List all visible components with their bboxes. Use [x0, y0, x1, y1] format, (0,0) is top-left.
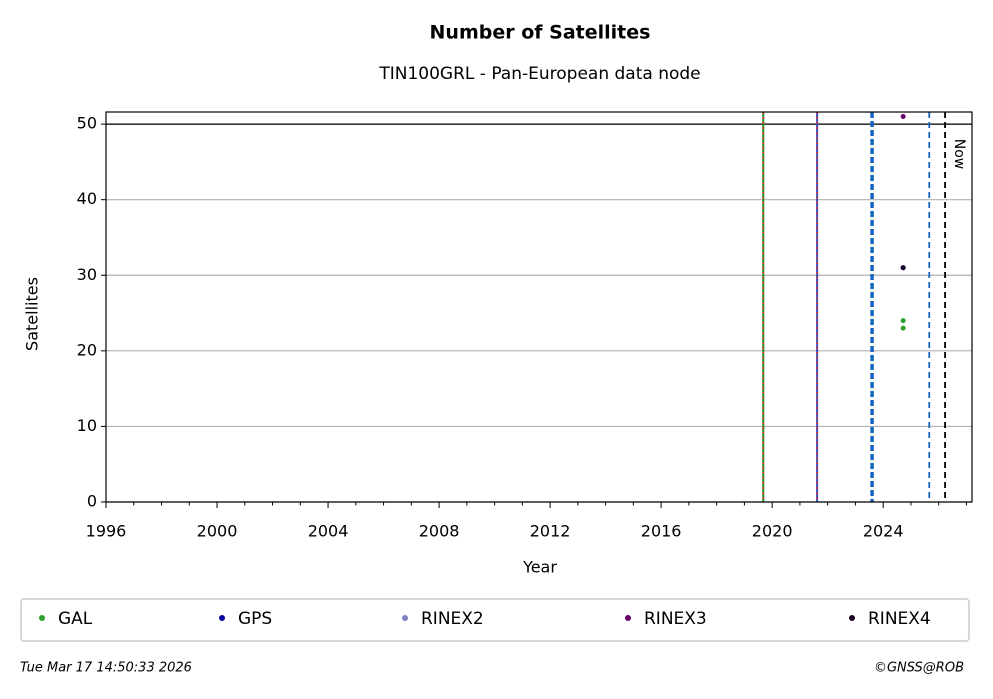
now-label: Now — [951, 139, 967, 170]
y-tick-label: 20 — [77, 340, 97, 359]
legend-marker — [849, 615, 855, 621]
x-tick-label: 1996 — [86, 522, 127, 541]
y-axis-label: Satellites — [23, 277, 42, 351]
data-point — [900, 325, 906, 331]
data-point — [900, 318, 906, 324]
y-tick-label: 30 — [77, 265, 97, 284]
x-tick-label: 2008 — [419, 522, 460, 541]
data-point — [900, 265, 906, 271]
legend-marker — [402, 615, 408, 621]
legend-label: GPS — [238, 609, 272, 629]
legend-label: GAL — [58, 609, 93, 629]
legend-label: RINEX4 — [868, 609, 931, 629]
x-tick-label: 2020 — [752, 522, 793, 541]
y-tick-label: 40 — [77, 189, 97, 208]
footer-date: Tue Mar 17 14:50:33 2026 — [20, 661, 192, 676]
chart-subtitle: TIN100GRL - Pan-European data node — [378, 64, 700, 84]
data-point — [900, 114, 906, 120]
y-tick-label: 0 — [87, 492, 97, 511]
plot-frame — [105, 111, 973, 503]
footer-copyright: ©GNSS@ROB — [874, 661, 964, 676]
x-tick-label: 2004 — [308, 522, 349, 541]
legend-label: RINEX3 — [644, 609, 707, 629]
x-tick-label: 2024 — [863, 522, 904, 541]
legend-marker — [39, 615, 45, 621]
legend-box — [20, 598, 970, 642]
y-tick-label: 10 — [77, 416, 97, 435]
x-tick-label: 2000 — [197, 522, 238, 541]
y-tick-label: 50 — [77, 114, 97, 133]
x-axis-label: Year — [522, 558, 557, 577]
legend-marker — [625, 615, 631, 621]
x-tick-label: 2016 — [641, 522, 682, 541]
chart-title: Number of Satellites — [430, 22, 651, 44]
legend-label: RINEX2 — [421, 609, 484, 629]
legend-marker — [219, 615, 225, 621]
x-tick-label: 2012 — [530, 522, 571, 541]
